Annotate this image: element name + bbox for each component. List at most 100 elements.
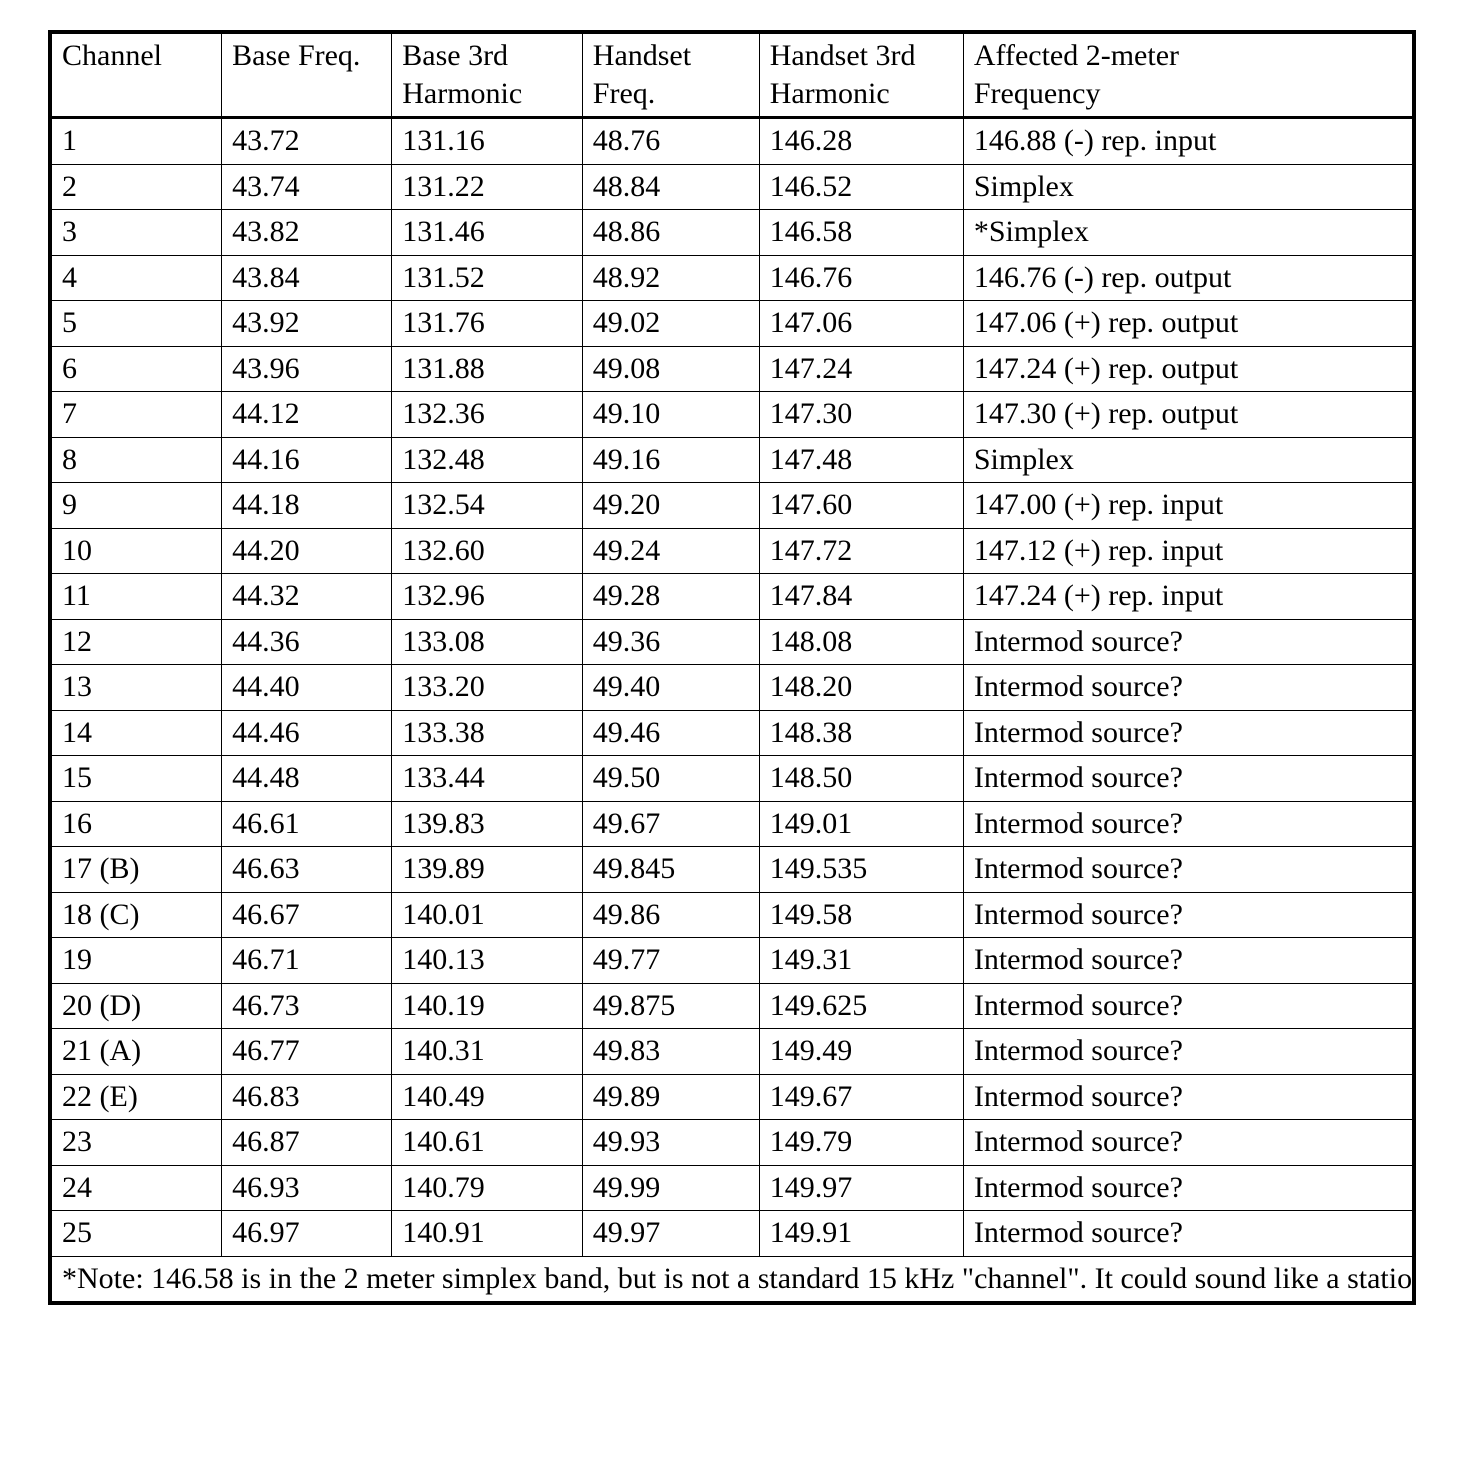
table-row: 1544.48133.4449.50148.50Intermod source? — [52, 756, 1413, 802]
table-cell: 146.76 (-) rep. output — [963, 255, 1412, 301]
table-cell: 12 — [52, 619, 222, 665]
table-cell: 5 — [52, 301, 222, 347]
table-cell: 24 — [52, 1165, 222, 1211]
table-cell: 149.625 — [759, 983, 963, 1029]
table-cell: 148.38 — [759, 710, 963, 756]
table-row: 1344.40133.2049.40148.20Intermod source? — [52, 665, 1413, 711]
table-cell: Intermod source? — [963, 710, 1412, 756]
table-row: 643.96131.8849.08147.24147.24 (+) rep. o… — [52, 346, 1413, 392]
table-cell: 147.06 (+) rep. output — [963, 301, 1412, 347]
table-cell: Intermod source? — [963, 892, 1412, 938]
table-cell: 13 — [52, 665, 222, 711]
table-cell: 44.12 — [222, 392, 392, 438]
table-cell: 147.24 (+) rep. input — [963, 574, 1412, 620]
table-cell: 46.73 — [222, 983, 392, 1029]
table-cell: 3 — [52, 210, 222, 256]
table-cell: 9 — [52, 483, 222, 529]
table-cell: 147.48 — [759, 437, 963, 483]
table-cell: 49.86 — [582, 892, 759, 938]
table-cell: 132.36 — [392, 392, 583, 438]
table-cell: *Simplex — [963, 210, 1412, 256]
column-header: HandsetFreq. — [582, 34, 759, 118]
table-cell: 8 — [52, 437, 222, 483]
table-cell: 146.76 — [759, 255, 963, 301]
table-cell: Intermod source? — [963, 1029, 1412, 1075]
table-cell: 6 — [52, 346, 222, 392]
table-cell: 17 (B) — [52, 847, 222, 893]
table-cell: Intermod source? — [963, 665, 1412, 711]
table-row: 1646.61139.8349.67149.01Intermod source? — [52, 801, 1413, 847]
table-cell: 148.20 — [759, 665, 963, 711]
table-cell: 149.97 — [759, 1165, 963, 1211]
table-cell: 149.79 — [759, 1120, 963, 1166]
table-cell: Intermod source? — [963, 1211, 1412, 1257]
table-cell: 49.10 — [582, 392, 759, 438]
table-cell: 49.875 — [582, 983, 759, 1029]
table-cell: 49.845 — [582, 847, 759, 893]
table-cell: 140.01 — [392, 892, 583, 938]
table-cell: Intermod source? — [963, 801, 1412, 847]
table-cell: 149.31 — [759, 938, 963, 984]
table-cell: 49.02 — [582, 301, 759, 347]
table-cell: 7 — [52, 392, 222, 438]
table-cell: 49.67 — [582, 801, 759, 847]
table-cell: 46.93 — [222, 1165, 392, 1211]
table-cell: 132.60 — [392, 528, 583, 574]
table-cell: 43.96 — [222, 346, 392, 392]
table-cell: 10 — [52, 528, 222, 574]
table-row: 1444.46133.3849.46148.38Intermod source? — [52, 710, 1413, 756]
table-cell: 149.91 — [759, 1211, 963, 1257]
table-row: 844.16132.4849.16147.48Simplex — [52, 437, 1413, 483]
table-cell: 131.22 — [392, 164, 583, 210]
table-cell: 43.92 — [222, 301, 392, 347]
table-row: 1244.36133.0849.36148.08Intermod source? — [52, 619, 1413, 665]
table-cell: 149.58 — [759, 892, 963, 938]
table-cell: 46.71 — [222, 938, 392, 984]
table-row: 1044.20132.6049.24147.72147.12 (+) rep. … — [52, 528, 1413, 574]
table-cell: 131.52 — [392, 255, 583, 301]
table-cell: 44.18 — [222, 483, 392, 529]
table-cell: Simplex — [963, 164, 1412, 210]
table-cell: Intermod source? — [963, 938, 1412, 984]
table-cell: 16 — [52, 801, 222, 847]
table-cell: 147.00 (+) rep. input — [963, 483, 1412, 529]
table-cell: 4 — [52, 255, 222, 301]
table-cell: 49.83 — [582, 1029, 759, 1075]
table-cell: 140.13 — [392, 938, 583, 984]
table-cell: 22 (E) — [52, 1074, 222, 1120]
table-cell: 148.50 — [759, 756, 963, 802]
table-cell: 49.93 — [582, 1120, 759, 1166]
table-cell: 146.88 (-) rep. input — [963, 118, 1412, 165]
table-row: 2546.97140.9149.97149.91Intermod source? — [52, 1211, 1413, 1257]
table-cell: 147.24 — [759, 346, 963, 392]
table-cell: 131.16 — [392, 118, 583, 165]
table-cell: 140.49 — [392, 1074, 583, 1120]
table-cell: 132.48 — [392, 437, 583, 483]
table-row: 1946.71140.1349.77149.31Intermod source? — [52, 938, 1413, 984]
table-cell: 19 — [52, 938, 222, 984]
table-header-row: ChannelBase Freq.Base 3rdHarmonicHandset… — [52, 34, 1413, 118]
table-cell: 140.19 — [392, 983, 583, 1029]
table-cell: 25 — [52, 1211, 222, 1257]
table-cell: 131.88 — [392, 346, 583, 392]
table-cell: 49.20 — [582, 483, 759, 529]
table-cell: 133.44 — [392, 756, 583, 802]
table-cell: 49.77 — [582, 938, 759, 984]
table-cell: 149.49 — [759, 1029, 963, 1075]
table-cell: 133.08 — [392, 619, 583, 665]
column-header: Affected 2-meterFrequency — [963, 34, 1412, 118]
table-cell: 49.28 — [582, 574, 759, 620]
column-header: Base Freq. — [222, 34, 392, 118]
table-cell: 46.67 — [222, 892, 392, 938]
column-header: Handset 3rdHarmonic — [759, 34, 963, 118]
table-cell: 49.97 — [582, 1211, 759, 1257]
table-cell: 48.76 — [582, 118, 759, 165]
table-cell: 139.89 — [392, 847, 583, 893]
table-cell: 49.36 — [582, 619, 759, 665]
table-cell: 46.97 — [222, 1211, 392, 1257]
table-cell: 43.72 — [222, 118, 392, 165]
table-cell: 132.96 — [392, 574, 583, 620]
table-cell: 15 — [52, 756, 222, 802]
table-cell: 149.535 — [759, 847, 963, 893]
table-cell: 44.36 — [222, 619, 392, 665]
